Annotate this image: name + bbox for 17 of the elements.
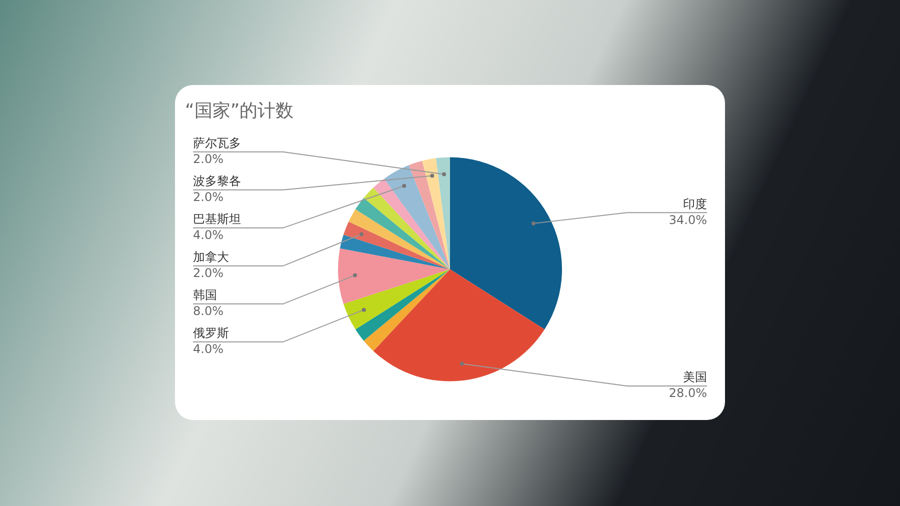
data-label: 8.0% [193, 304, 224, 318]
chart-title: “国家”的计数 [185, 100, 294, 122]
data-label: 34.0% [668, 212, 707, 227]
slice-label: 美国 [683, 370, 707, 384]
slice-label: 俄罗斯 [193, 326, 229, 340]
data-label: 4.0% [193, 342, 224, 356]
data-label: 2.0% [193, 190, 224, 204]
slice-label: 韩国 [193, 288, 217, 302]
slice-label: 波多黎各 [193, 174, 241, 188]
data-label: 2.0% [193, 152, 224, 166]
data-label: 28.0% [668, 386, 707, 400]
slice-label: 巴基斯坦 [193, 212, 241, 226]
data-label: 4.0% [193, 228, 224, 242]
data-label: 2.0% [193, 266, 224, 280]
slice-label: 萨尔瓦多 [193, 136, 241, 150]
slice-label: 印度 [683, 196, 707, 211]
slice-label: 加拿大 [193, 250, 229, 264]
